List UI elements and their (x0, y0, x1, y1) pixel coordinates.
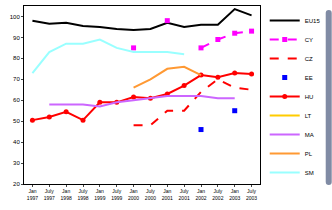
svg-text:July1997: July1997 (44, 188, 55, 201)
svg-text:July2002: July2002 (212, 188, 223, 201)
svg-text:EU15: EU15 (305, 18, 321, 24)
svg-text:LT: LT (305, 113, 312, 119)
svg-text:CZ: CZ (305, 56, 313, 62)
svg-text:Jan1999: Jan1999 (94, 188, 105, 201)
svg-text:PL: PL (305, 151, 313, 157)
svg-text:50: 50 (13, 118, 20, 124)
svg-text:Jan2000: Jan2000 (128, 188, 139, 201)
svg-text:CY: CY (305, 37, 313, 43)
svg-text:Jan2001: Jan2001 (162, 188, 173, 201)
svg-text:Jan1997: Jan1997 (27, 188, 38, 201)
svg-text:July2001: July2001 (179, 188, 190, 201)
svg-text:Jan2002: Jan2002 (195, 188, 206, 201)
svg-text:HU: HU (305, 94, 314, 100)
svg-text:MA: MA (305, 132, 314, 138)
svg-text:80: 80 (13, 55, 20, 61)
svg-text:July1999: July1999 (111, 188, 122, 201)
svg-text:60: 60 (13, 97, 20, 103)
svg-text:30: 30 (13, 160, 20, 166)
svg-text:EE: EE (305, 75, 313, 81)
svg-text:20: 20 (13, 181, 20, 187)
svg-text:SM: SM (305, 170, 314, 176)
svg-text:July2000: July2000 (145, 188, 156, 201)
svg-text:40: 40 (13, 139, 20, 145)
svg-text:100: 100 (10, 14, 21, 20)
svg-text:Jan1998: Jan1998 (61, 188, 72, 201)
svg-text:90: 90 (13, 35, 20, 41)
svg-text:70: 70 (13, 76, 20, 82)
svg-text:July1998: July1998 (77, 188, 88, 201)
svg-text:Jan2003: Jan2003 (229, 188, 240, 201)
svg-text:July2003: July2003 (246, 188, 257, 201)
